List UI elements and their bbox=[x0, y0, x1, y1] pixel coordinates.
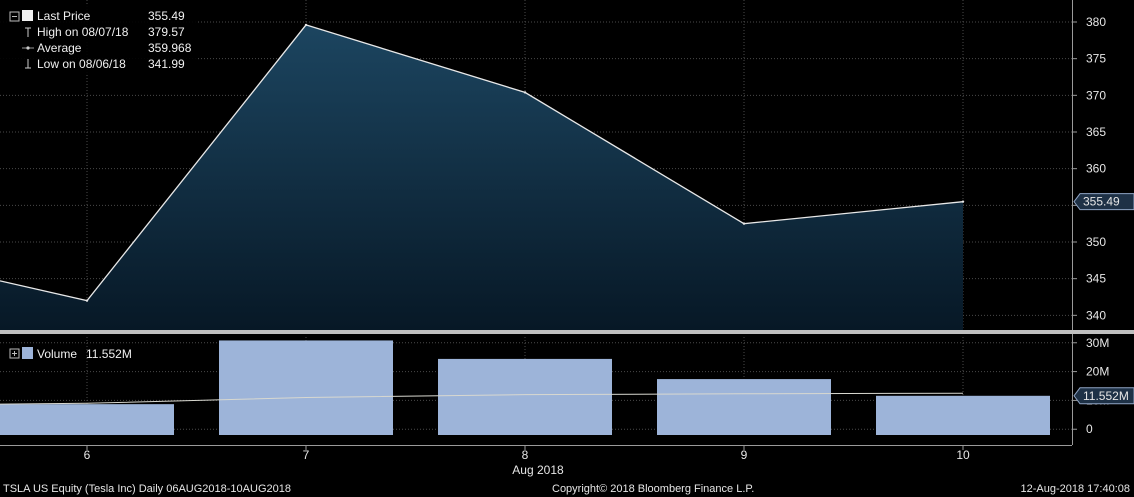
price-point bbox=[85, 299, 89, 302]
volume-bar bbox=[219, 340, 393, 435]
price-tick-label: 360 bbox=[1086, 162, 1106, 176]
price-area bbox=[0, 24, 963, 330]
price-point bbox=[523, 91, 527, 94]
price-legend-label: Low on 08/06/18 bbox=[37, 57, 126, 71]
x-tick-label: 10 bbox=[956, 448, 970, 462]
volume-legend-label: Volume bbox=[37, 347, 77, 361]
price-point bbox=[742, 222, 746, 225]
collapse-icon bbox=[9, 11, 20, 22]
volume-last-value-tag: 11.552M bbox=[1073, 387, 1134, 405]
collapse-icon bbox=[9, 348, 20, 359]
price-line bbox=[0, 24, 964, 302]
x-tick-label: 6 bbox=[84, 448, 91, 462]
volume-tick-label: 0 bbox=[1086, 422, 1093, 436]
price-point bbox=[961, 200, 965, 203]
filled-square-icon bbox=[22, 10, 33, 21]
price-tick-label: 350 bbox=[1086, 235, 1106, 249]
price-legend-label: Average bbox=[37, 41, 82, 55]
average-line-icon-dot bbox=[26, 46, 30, 50]
price-tick-label: 365 bbox=[1086, 125, 1106, 139]
price-last-value-tag: 355.49 bbox=[1073, 193, 1134, 211]
volume-last-value-tag-box bbox=[1073, 387, 1134, 405]
price-legend-value: 359.968 bbox=[148, 41, 192, 55]
x-tick-label: 8 bbox=[522, 448, 529, 462]
price-series bbox=[0, 23, 965, 330]
volume-bar bbox=[0, 404, 174, 435]
price-point bbox=[304, 23, 308, 27]
volume-bar bbox=[438, 358, 612, 435]
volume-tick-label: 30M bbox=[1086, 336, 1109, 350]
high-marker-icon bbox=[25, 27, 31, 37]
price-legend-value: 355.49 bbox=[148, 9, 185, 23]
price-legend: Last Price 355.49 High on 08/07/18 379.57 Av… bbox=[0, 4, 198, 74]
volume-average-line bbox=[0, 392, 964, 405]
price-volume-chart: 340345350355360365370375380010M20M30M678… bbox=[0, 0, 1134, 477]
price-last-value-tag-box bbox=[1073, 193, 1134, 211]
volume-legend-value: 11.552M bbox=[86, 347, 132, 361]
price-tick-label: 380 bbox=[1086, 15, 1106, 29]
price-legend-label: High on 08/07/18 bbox=[37, 25, 129, 39]
price-tick-label: 340 bbox=[1086, 308, 1106, 322]
price-last-value-tag-text: 355.49 bbox=[1083, 195, 1120, 209]
low-marker-icon bbox=[25, 59, 31, 69]
legends: Last Price 355.49 High on 08/07/18 379.57 Av… bbox=[0, 4, 198, 361]
volume-legend: Volume 11.552M bbox=[9, 347, 132, 361]
x-tick-label: 9 bbox=[741, 448, 748, 462]
footer-timestamp: 12-Aug-2018 17:40:08 bbox=[1020, 483, 1130, 495]
footer-copyright: Copyright© 2018 Bloomberg Finance L.P. bbox=[552, 483, 755, 495]
volume-bar bbox=[876, 395, 1050, 435]
price-legend-value: 341.99 bbox=[148, 57, 185, 71]
x-tick-label: 7 bbox=[303, 448, 310, 462]
price-tick-label: 375 bbox=[1086, 52, 1106, 66]
price-tick-label: 370 bbox=[1086, 88, 1106, 102]
price-legend-label: Last Price bbox=[37, 9, 91, 23]
volume-bar bbox=[657, 379, 831, 435]
price-tick-label: 345 bbox=[1086, 272, 1106, 286]
panel-divider bbox=[0, 330, 1134, 334]
volume-last-value-tag-text: 11.552M bbox=[1083, 389, 1129, 403]
x-axis-period-label: Aug 2018 bbox=[512, 463, 564, 477]
volume-series bbox=[0, 340, 1050, 435]
footer-security: TSLA US Equity (Tesla Inc) Daily 06AUG20… bbox=[3, 483, 291, 495]
last-value-tags: 355.49 11.552M bbox=[1073, 193, 1134, 405]
price-legend-value: 379.57 bbox=[148, 25, 185, 39]
filled-square-icon bbox=[22, 347, 33, 359]
volume-tick-label: 20M bbox=[1086, 365, 1109, 379]
